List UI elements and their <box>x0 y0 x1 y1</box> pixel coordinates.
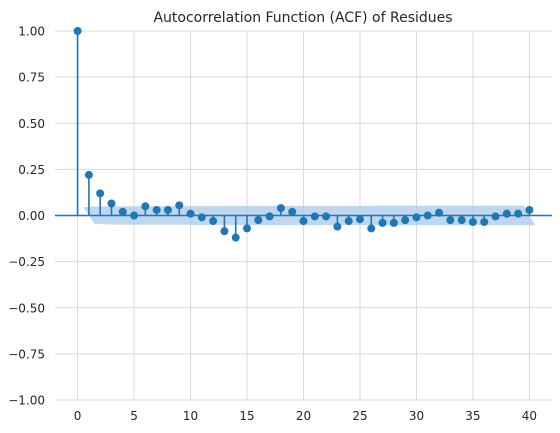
acf-point <box>243 224 252 233</box>
acf-point <box>525 205 534 214</box>
acf-point <box>322 212 331 221</box>
acf-point <box>288 207 297 216</box>
x-tick-label: 20 <box>296 409 311 423</box>
chart-title: Autocorrelation Function (ACF) of Residu… <box>153 10 452 26</box>
acf-point <box>378 218 387 227</box>
acf-point <box>209 217 218 226</box>
acf-point <box>276 204 285 213</box>
y-tick-label: −0.25 <box>8 255 45 269</box>
acf-point <box>355 215 364 224</box>
y-tick-label: 0.50 <box>18 117 45 131</box>
x-tick-label: 30 <box>409 409 424 423</box>
x-tick-label: 15 <box>239 409 254 423</box>
acf-point <box>220 227 229 236</box>
acf-point <box>118 207 127 216</box>
acf-point <box>480 217 489 226</box>
acf-point <box>186 209 195 218</box>
acf-point <box>175 201 184 210</box>
acf-point <box>367 224 376 233</box>
x-tick-label: 10 <box>183 409 198 423</box>
acf-point <box>310 212 319 221</box>
acf-point <box>333 222 342 231</box>
acf-point <box>412 213 421 222</box>
acf-point <box>514 209 523 218</box>
y-tick-label: 1.00 <box>18 25 45 39</box>
acf-point <box>457 216 466 225</box>
acf-point <box>231 233 240 242</box>
acf-point <box>197 213 206 222</box>
acf-point <box>107 199 116 208</box>
acf-point <box>130 211 139 220</box>
x-tick-label: 40 <box>522 409 537 423</box>
acf-point <box>73 27 82 35</box>
y-tick-label: 0.00 <box>18 209 45 223</box>
x-tick-label: 35 <box>465 409 480 423</box>
acf-point <box>265 212 274 221</box>
acf-point <box>163 205 172 214</box>
acf-point <box>389 218 398 227</box>
acf-point <box>491 212 500 221</box>
acf-point <box>254 216 263 225</box>
acf-point <box>152 205 161 214</box>
acf-point <box>344 217 353 226</box>
x-tick-label: 0 <box>74 409 82 423</box>
x-tick-label: 25 <box>352 409 367 423</box>
acf-point <box>84 170 93 179</box>
tick-labels: 1.00 0.75 0.50 0.25 0.00 −0.25 −0.50 −0.75 −1.00… <box>8 25 537 424</box>
stem-series <box>73 27 534 242</box>
y-tick-label: −0.75 <box>8 347 45 361</box>
y-tick-label: 0.25 <box>18 163 45 177</box>
acf-point <box>502 209 511 218</box>
acf-point <box>468 217 477 226</box>
acf-point <box>96 189 105 198</box>
x-tick-label: 5 <box>130 409 138 423</box>
y-tick-label: −1.00 <box>8 394 45 408</box>
y-tick-label: 0.75 <box>18 71 45 85</box>
acf-point <box>299 217 308 226</box>
acf-point <box>141 202 150 211</box>
acf-point <box>446 216 455 225</box>
acf-point <box>423 211 432 220</box>
acf-point <box>435 208 444 217</box>
acf-point <box>401 216 410 225</box>
y-tick-label: −0.50 <box>8 301 45 315</box>
